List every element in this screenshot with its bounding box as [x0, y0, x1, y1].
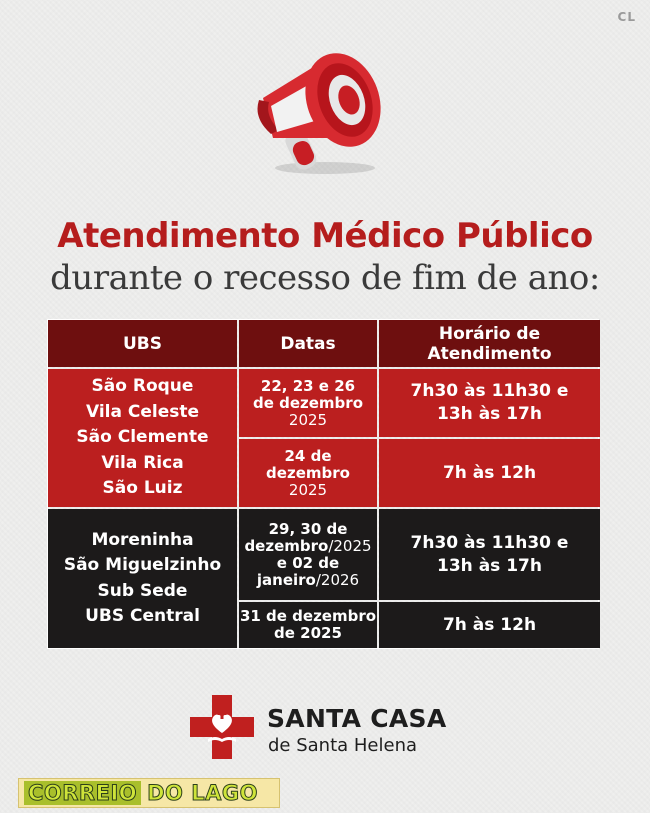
date-cell: 24 de dezembro 2025 [239, 439, 377, 507]
hours-cell: 7h30 às 11h30 e 13h às 17h [379, 509, 600, 600]
corner-mark: CL [617, 10, 636, 24]
hours-cell: 7h às 12h [379, 439, 600, 507]
watermark-part-2: DO LAGO [147, 781, 258, 806]
brand-subtitle: de Santa Helena [268, 735, 418, 756]
hours-cell: 7h30 às 11h30 e 13h às 17h [379, 369, 600, 437]
date-cell: 22, 23 e 26 de dezembro 2025 [239, 369, 377, 437]
ubs-group-1: São Roque Vila Celeste São Clemente Vila… [48, 369, 237, 507]
header-ubs: UBS [48, 320, 237, 367]
title-secondary: durante o recesso de fim de ano: [50, 258, 600, 298]
watermark-part-1: CORREIO [24, 781, 142, 806]
date-cell: 31 de dezembro de 2025 [239, 602, 377, 648]
ubs-name: São Miguelzinho [63, 555, 222, 575]
ubs-name: São Luiz [102, 478, 183, 499]
hours-cell: 7h às 12h [379, 602, 600, 648]
ubs-name: UBS Central [85, 606, 200, 626]
ubs-name: Vila Celeste [85, 401, 200, 422]
ubs-name: Sub Sede [97, 580, 188, 601]
header-horario: Horário de Atendimento [379, 320, 600, 367]
ubs-group-2: Moreninha São Miguelzinho Sub Sede UBS C… [48, 509, 237, 648]
ubs-name: São Clemente [76, 427, 209, 448]
ubs-name: Vila Rica [101, 452, 184, 473]
date-cell: 29, 30 de dezembro/2025 e 02 de janeiro/… [239, 509, 377, 600]
megaphone-icon [257, 53, 381, 174]
title-primary: Atendimento Médico Público [57, 216, 593, 256]
correio-do-lago-watermark: CORREIO DO LAGO [18, 778, 280, 808]
ubs-name: São Roque [91, 376, 194, 397]
ubs-name: Moreninha [91, 529, 194, 550]
brand-name: SANTA CASA [267, 704, 447, 733]
schedule-table: UBS Datas Horário de Atendimento São Roq… [47, 319, 600, 649]
header-datas: Datas [239, 320, 377, 367]
santa-casa-logo-icon [190, 695, 254, 759]
